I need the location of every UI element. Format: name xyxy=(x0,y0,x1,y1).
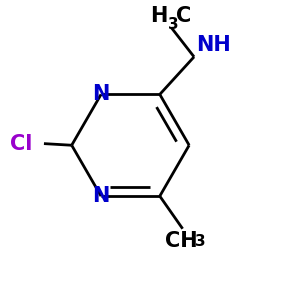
Text: CH: CH xyxy=(165,231,197,251)
Text: NH: NH xyxy=(196,35,230,55)
Text: N: N xyxy=(92,186,110,206)
Text: 3: 3 xyxy=(168,17,179,32)
Text: H: H xyxy=(151,6,168,26)
Text: N: N xyxy=(92,84,110,104)
Text: C: C xyxy=(176,6,191,26)
Text: Cl: Cl xyxy=(10,134,32,154)
Text: 3: 3 xyxy=(195,234,206,249)
